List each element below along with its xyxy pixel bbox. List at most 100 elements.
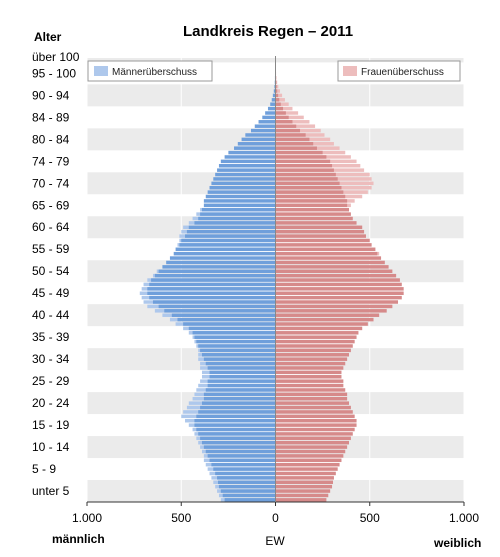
female-bar [275,291,404,295]
female-bar [275,115,304,120]
female-bar-common [275,146,317,150]
female-bar [275,379,344,383]
female-bar [275,449,346,454]
female-bar-common [275,142,314,146]
female-bar [275,436,351,441]
male-bar-common [186,229,276,234]
age-label: 40 - 44 [32,308,70,322]
female-bar [275,388,346,392]
male-bar-common [149,295,276,300]
female-bar [275,243,372,247]
male-bar-common [196,339,276,344]
male-bar-common [215,471,276,476]
age-label: 84 - 89 [32,110,70,124]
female-bar [275,260,385,265]
female-bar-common [275,98,280,102]
legend-female: Frauenüberschuss [337,60,461,82]
male-bar-common [203,445,276,449]
age-label: 74 - 79 [32,154,70,168]
female-bar-common [275,164,333,168]
male-bar-common [194,335,276,339]
female-bar-common [275,203,348,208]
female-bar [275,432,353,436]
legend-male-swatch [94,66,108,76]
male-bar-common [198,216,276,221]
male-bar [218,164,276,168]
female-bar [275,493,329,498]
female-bar [275,353,350,357]
male-bar-common [207,454,276,458]
age-label: 80 - 84 [32,132,70,146]
age-label: unter 5 [32,484,70,498]
male-bar-common [158,269,276,274]
female-bar [275,498,327,502]
age-label: 55 - 59 [32,242,70,256]
female-bar [275,313,380,317]
x-tick-label: 500 [171,511,191,525]
male-bar-common [198,410,276,414]
male-bar [205,194,276,199]
male-bar-common [201,440,276,445]
female-bar [275,221,357,225]
male-bar-common [200,436,276,441]
male-bar-common [158,304,276,309]
axes [86,56,465,506]
male-bar-common [205,361,276,366]
female-bar [275,89,281,93]
female-bar-common [275,93,279,98]
male-bar-common [194,423,276,427]
female-bar-common [275,120,293,124]
female-bar-common [275,155,327,159]
female-bar-common [275,199,348,203]
male-bar-common [200,405,276,410]
male-bar-common [198,344,276,348]
female-bar-common [275,150,323,155]
female-bar [275,383,344,388]
female-bar [275,462,340,467]
female-bar [275,405,351,410]
male-bar-common [149,282,276,287]
female-bar [275,427,355,432]
male-bar-common [188,326,276,331]
age-label: 5 - 9 [32,462,56,476]
female-bar [275,489,331,493]
male-bar [272,93,276,98]
male-bar-common [213,467,276,471]
male-bar-common [222,493,276,498]
female-bar-common [275,159,331,164]
male-bar-common [152,300,276,304]
male-bar [265,111,276,115]
male-bar [258,120,276,124]
female-bar [275,84,279,89]
female-bar [275,309,387,313]
female-bar [275,265,389,269]
female-bar-common [275,137,310,142]
male-bar-common [211,462,276,467]
female-bar [275,106,293,111]
male-bar [213,177,276,181]
male-bar-common [205,449,276,454]
male-bar [207,190,276,194]
male-bar-common [200,348,276,353]
female-bar [275,344,353,348]
male-bar-common [203,357,276,361]
male-bar-common [224,498,276,502]
male-bar-common [177,317,276,322]
age-label: über 100 [32,50,80,64]
age-label: 30 - 34 [32,352,70,366]
male-bar [245,133,276,137]
x-tick-label: 1.000 [72,511,102,525]
male-bar-common [194,221,276,225]
female-bar [275,80,278,84]
male-bar-common [201,353,276,357]
female-bar [275,216,353,221]
female-bar [275,423,357,427]
female-bar [275,212,351,216]
male-bar [224,155,276,159]
female-bar [275,348,351,353]
x-tick-label: 1.000 [449,511,479,525]
male-bar-common [151,278,276,282]
female-bar [275,282,402,287]
male-bar-common [181,238,276,243]
